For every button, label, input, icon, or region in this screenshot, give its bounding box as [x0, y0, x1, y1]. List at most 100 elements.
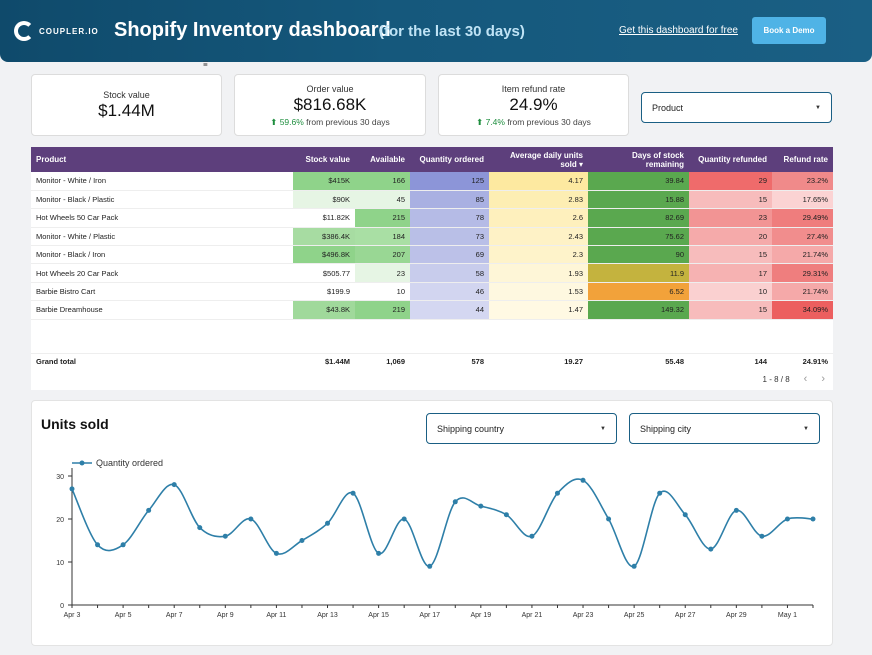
coupler-logo-icon: [14, 21, 34, 41]
total-cell: 1,069: [355, 352, 410, 370]
data-point[interactable]: [759, 533, 765, 539]
data-point[interactable]: [248, 516, 254, 522]
page-subtitle: (for the last 30 days): [379, 23, 525, 40]
table-cell: 1.93: [489, 263, 588, 283]
data-point[interactable]: [580, 477, 586, 483]
data-point[interactable]: [810, 516, 816, 522]
column-header[interactable]: Product: [31, 147, 293, 172]
data-point[interactable]: [273, 550, 279, 556]
column-header[interactable]: Available: [355, 147, 410, 172]
data-point[interactable]: [376, 550, 382, 556]
chevron-left-icon[interactable]: ‹: [803, 373, 808, 385]
x-tick-label: Apr 7: [166, 612, 183, 619]
pagination: 1 - 8 / 8 ‹ ›: [763, 373, 825, 385]
coupler-logo[interactable]: COUPLER.IO: [14, 21, 99, 41]
table-row[interactable]: Hot Wheels 50 Car Pack $11.82K 215 78 2.6 82.…: [31, 208, 833, 228]
table-cell: Hot Wheels 50 Car Pack: [31, 208, 293, 228]
data-point[interactable]: [478, 503, 484, 509]
data-point[interactable]: [401, 516, 407, 522]
table-cell: Monitor - Black / Iron: [31, 245, 293, 265]
chevron-right-icon[interactable]: ›: [821, 373, 825, 385]
total-cell: 144: [689, 352, 772, 370]
column-header[interactable]: Quantity ordered: [410, 147, 489, 172]
column-header[interactable]: Average daily units sold ▾: [489, 147, 588, 172]
table-cell: Barbie Bistro Cart: [31, 282, 293, 302]
page-range: 1 - 8 / 8: [762, 374, 790, 384]
shipping-country-dropdown[interactable]: Shipping country ▼: [426, 413, 617, 444]
table-cell: 73: [410, 227, 489, 247]
data-point[interactable]: [606, 516, 612, 522]
data-point[interactable]: [171, 482, 177, 488]
table-cell: 90: [588, 245, 689, 265]
column-header[interactable]: Stock value: [293, 147, 355, 172]
data-point[interactable]: [69, 486, 75, 492]
table-row[interactable]: Barbie Bistro Cart $199.9 10 46 1.53 6.52 10 21…: [31, 282, 833, 302]
data-point[interactable]: [631, 563, 637, 569]
table-cell: 46: [410, 282, 489, 302]
table-cell: 2.6: [489, 208, 588, 228]
table-cell: Monitor - White / Plastic: [31, 227, 293, 247]
data-point[interactable]: [554, 490, 560, 496]
data-point[interactable]: [427, 563, 433, 569]
empty-row: [31, 319, 833, 353]
table-row[interactable]: Hot Wheels 20 Car Pack $505.77 23 58 1.93 11.…: [31, 263, 833, 283]
data-point[interactable]: [95, 542, 101, 548]
data-point[interactable]: [708, 546, 714, 552]
x-tick-label: Apr 17: [419, 612, 440, 619]
shipping-city-dropdown[interactable]: Shipping city ▼: [629, 413, 820, 444]
table-cell: 44: [410, 300, 489, 320]
column-header[interactable]: Refund rate: [772, 147, 833, 172]
kpi-value: $816.68K: [293, 95, 367, 114]
grand-total-row: Grand total $1.44M 1,069 578 19.27 55.48 144 24…: [31, 352, 833, 370]
x-tick-label: Apr 9: [217, 612, 234, 619]
column-header[interactable]: Quantity refunded: [689, 147, 772, 172]
x-tick-label: Apr 21: [522, 612, 543, 619]
table-cell: $496.8K: [293, 245, 355, 265]
x-tick-label: Apr 5: [115, 612, 132, 619]
get-dashboard-link[interactable]: Get this dashboard for free: [619, 25, 738, 36]
dropdown-label: Shipping country: [437, 423, 505, 434]
table-cell: 15: [689, 300, 772, 320]
table-cell: 27.4%: [772, 227, 833, 247]
table-cell: 82.69: [588, 208, 689, 228]
table-cell: 125: [410, 172, 489, 191]
dropdown-label: Shipping city: [640, 423, 692, 434]
units-sold-chart: 0 10 20 30 Apr 3 Apr 5 Apr 7 Apr 9 Apr 11 Apr 13 A…: [56, 458, 816, 619]
table-cell: 21.74%: [772, 245, 833, 265]
caret-down-icon: ▼: [803, 425, 809, 432]
data-point[interactable]: [529, 533, 535, 539]
kpi-delta: ⬆ 7.4% from previous 30 days: [439, 117, 628, 128]
table-row[interactable]: Barbie Dreamhouse $43.8K 219 44 1.47 149.32 15…: [31, 300, 833, 320]
table-cell: $415K: [293, 172, 355, 191]
data-point[interactable]: [222, 533, 228, 539]
y-tick-label: 30: [56, 474, 64, 481]
data-point[interactable]: [120, 542, 126, 548]
data-point[interactable]: [682, 512, 688, 518]
data-point[interactable]: [452, 499, 458, 505]
x-tick-label: Apr 29: [726, 612, 747, 619]
data-point[interactable]: [146, 507, 152, 513]
table-cell: 23: [355, 263, 410, 283]
data-point[interactable]: [733, 507, 739, 513]
column-header[interactable]: Days of stock remaining: [588, 147, 689, 172]
table-row[interactable]: Monitor - Black / Plastic $90K 45 85 2.83 15.…: [31, 190, 833, 210]
total-cell: 578: [410, 352, 489, 370]
data-point[interactable]: [299, 538, 305, 543]
y-tick-label: 0: [60, 603, 64, 610]
data-point[interactable]: [657, 490, 663, 496]
table-cell: 2.83: [489, 190, 588, 210]
table-cell: 34.09%: [772, 300, 833, 320]
data-point[interactable]: [350, 490, 356, 496]
book-demo-button[interactable]: Book a Demo: [752, 17, 826, 44]
data-point[interactable]: [784, 516, 790, 522]
table-row[interactable]: Monitor - White / Plastic $386.4K 184 73 2.4…: [31, 227, 833, 247]
data-point[interactable]: [197, 525, 203, 531]
table-cell: 29.49%: [772, 208, 833, 228]
table-cell: 45: [355, 190, 410, 210]
table-row[interactable]: Monitor - White / Iron $415K 166 125 4.17 39.…: [31, 172, 833, 191]
data-point[interactable]: [325, 520, 331, 526]
table-row[interactable]: Monitor - Black / Iron $496.8K 207 69 2.3 90 1…: [31, 245, 833, 265]
product-filter-dropdown[interactable]: Product ▼: [641, 92, 832, 123]
kpi-value: 24.9%: [509, 95, 558, 114]
data-point[interactable]: [503, 512, 509, 518]
